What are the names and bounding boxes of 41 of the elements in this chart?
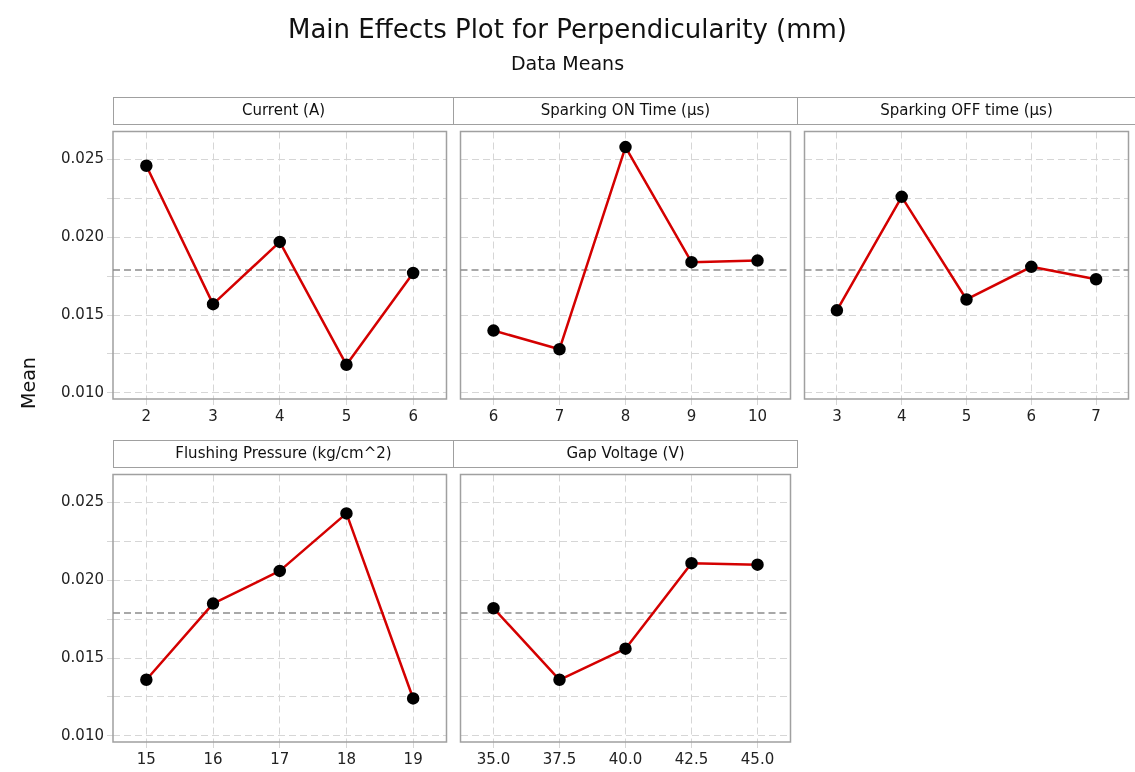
y-tick-label: 0.025	[61, 492, 104, 511]
y-tick-label: 0.015	[61, 304, 104, 323]
x-tick-label: 3	[832, 406, 842, 425]
y-tick-label: 0.010	[61, 382, 104, 401]
y-tick-label: 0.025	[61, 149, 104, 168]
x-tick-label: 18	[336, 749, 356, 768]
x-tick-label: 40.0	[608, 749, 643, 768]
x-tick-label: 35.0	[476, 749, 511, 768]
text: Main Effects Plot for Perpendicularity (mm)	[287, 14, 848, 44]
x-tick-label: 9	[686, 406, 697, 425]
x-tick-label: 5	[341, 406, 352, 425]
x-tick-label: 4	[896, 406, 907, 425]
x-tick-label: 6	[1026, 406, 1037, 425]
y-tick-label: 0.020	[61, 227, 104, 246]
x-tick-label: 10	[747, 406, 768, 425]
x-tick-label: 45.0	[740, 749, 775, 768]
y-tick-label: 0.015	[61, 647, 104, 666]
x-tick-label: 42.5	[674, 749, 709, 768]
x-tick-label: 5	[961, 406, 972, 425]
x-tick-label: 19	[403, 749, 423, 768]
chart-title: Sparking OFF time (µs)	[797, 97, 1135, 125]
chart-title: Current (A)	[113, 97, 454, 125]
chart-title: Gap Voltage (V)	[453, 440, 798, 468]
x-tick-label: 17	[270, 749, 290, 768]
chart-title: Sparking ON Time (µs)	[453, 97, 798, 125]
x-tick-label: 37.5	[542, 749, 577, 768]
x-tick-label: 6	[408, 406, 418, 425]
x-tick-label: 4	[274, 406, 285, 425]
x-tick-label: 7	[554, 406, 565, 425]
x-tick-label: 16	[203, 749, 223, 768]
x-tick-label: 7	[1091, 406, 1101, 425]
y-tick-label: 0.010	[61, 725, 104, 744]
chart-title: Flushing Pressure (kg/cm^2)	[113, 440, 454, 468]
x-tick-label: 15	[136, 749, 156, 768]
x-tick-label: 2	[141, 406, 152, 425]
x-tick-label: 8	[620, 406, 631, 425]
text: Mean	[16, 357, 39, 409]
text: Data Means	[509, 52, 626, 74]
y-tick-label: 0.020	[61, 570, 104, 589]
x-tick-label: 3	[208, 406, 218, 425]
x-tick-label: 6	[488, 406, 499, 425]
